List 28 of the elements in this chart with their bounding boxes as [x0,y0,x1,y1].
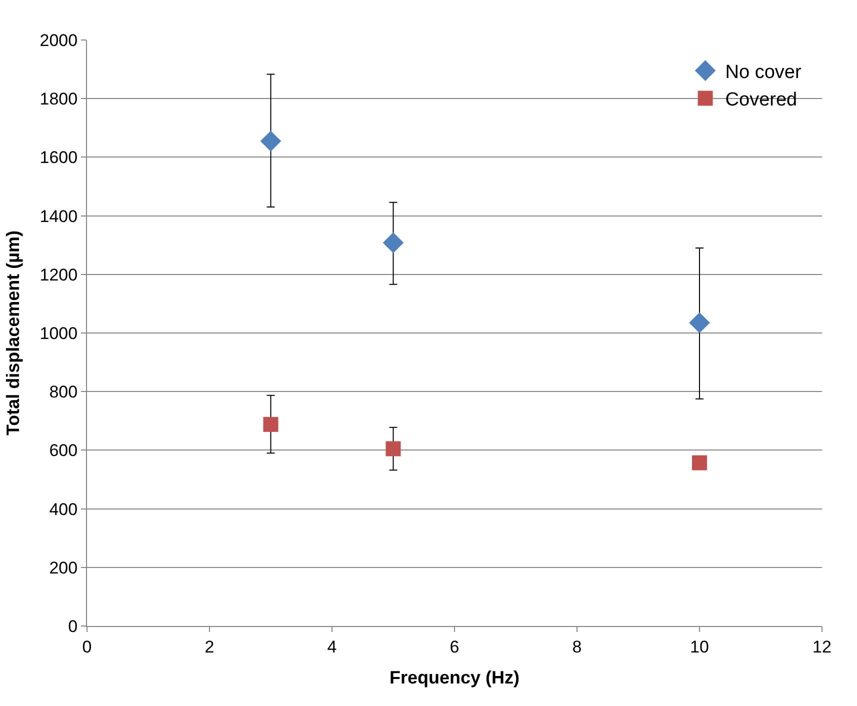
x-tick-label: 8 [572,637,582,656]
x-tick-label: 2 [204,637,214,656]
x-tick-label: 10 [690,637,709,656]
x-tick-label: 12 [812,637,832,656]
legend-label: Covered [725,90,798,111]
y-tick-label: 800 [49,382,78,402]
point [260,130,282,152]
y-tick-label: 1000 [40,324,78,343]
y-tick-label: 600 [49,441,78,460]
y-tick-label: 2000 [40,30,78,50]
y-tick-label: 1600 [40,148,78,168]
y-tick-label: 0 [68,616,78,636]
point [382,232,404,254]
legend-label: No cover [725,62,802,83]
y-tick-label: 1800 [40,90,78,109]
y-axis-title: Total displacement (µm) [2,230,23,436]
x-tick-label: 0 [82,637,92,656]
x-tick-label: 4 [327,637,337,656]
y-tick-label: 400 [49,500,78,519]
y-tick-label: 1200 [40,265,78,284]
point [263,416,278,432]
y-tick-label: 1400 [40,206,78,226]
x-axis-title: Frequency (Hz) [389,668,520,688]
point [692,455,707,470]
x-tick-label: 6 [450,637,460,656]
point [689,312,710,334]
y-tick-label: 200 [49,558,78,578]
point [386,441,401,456]
